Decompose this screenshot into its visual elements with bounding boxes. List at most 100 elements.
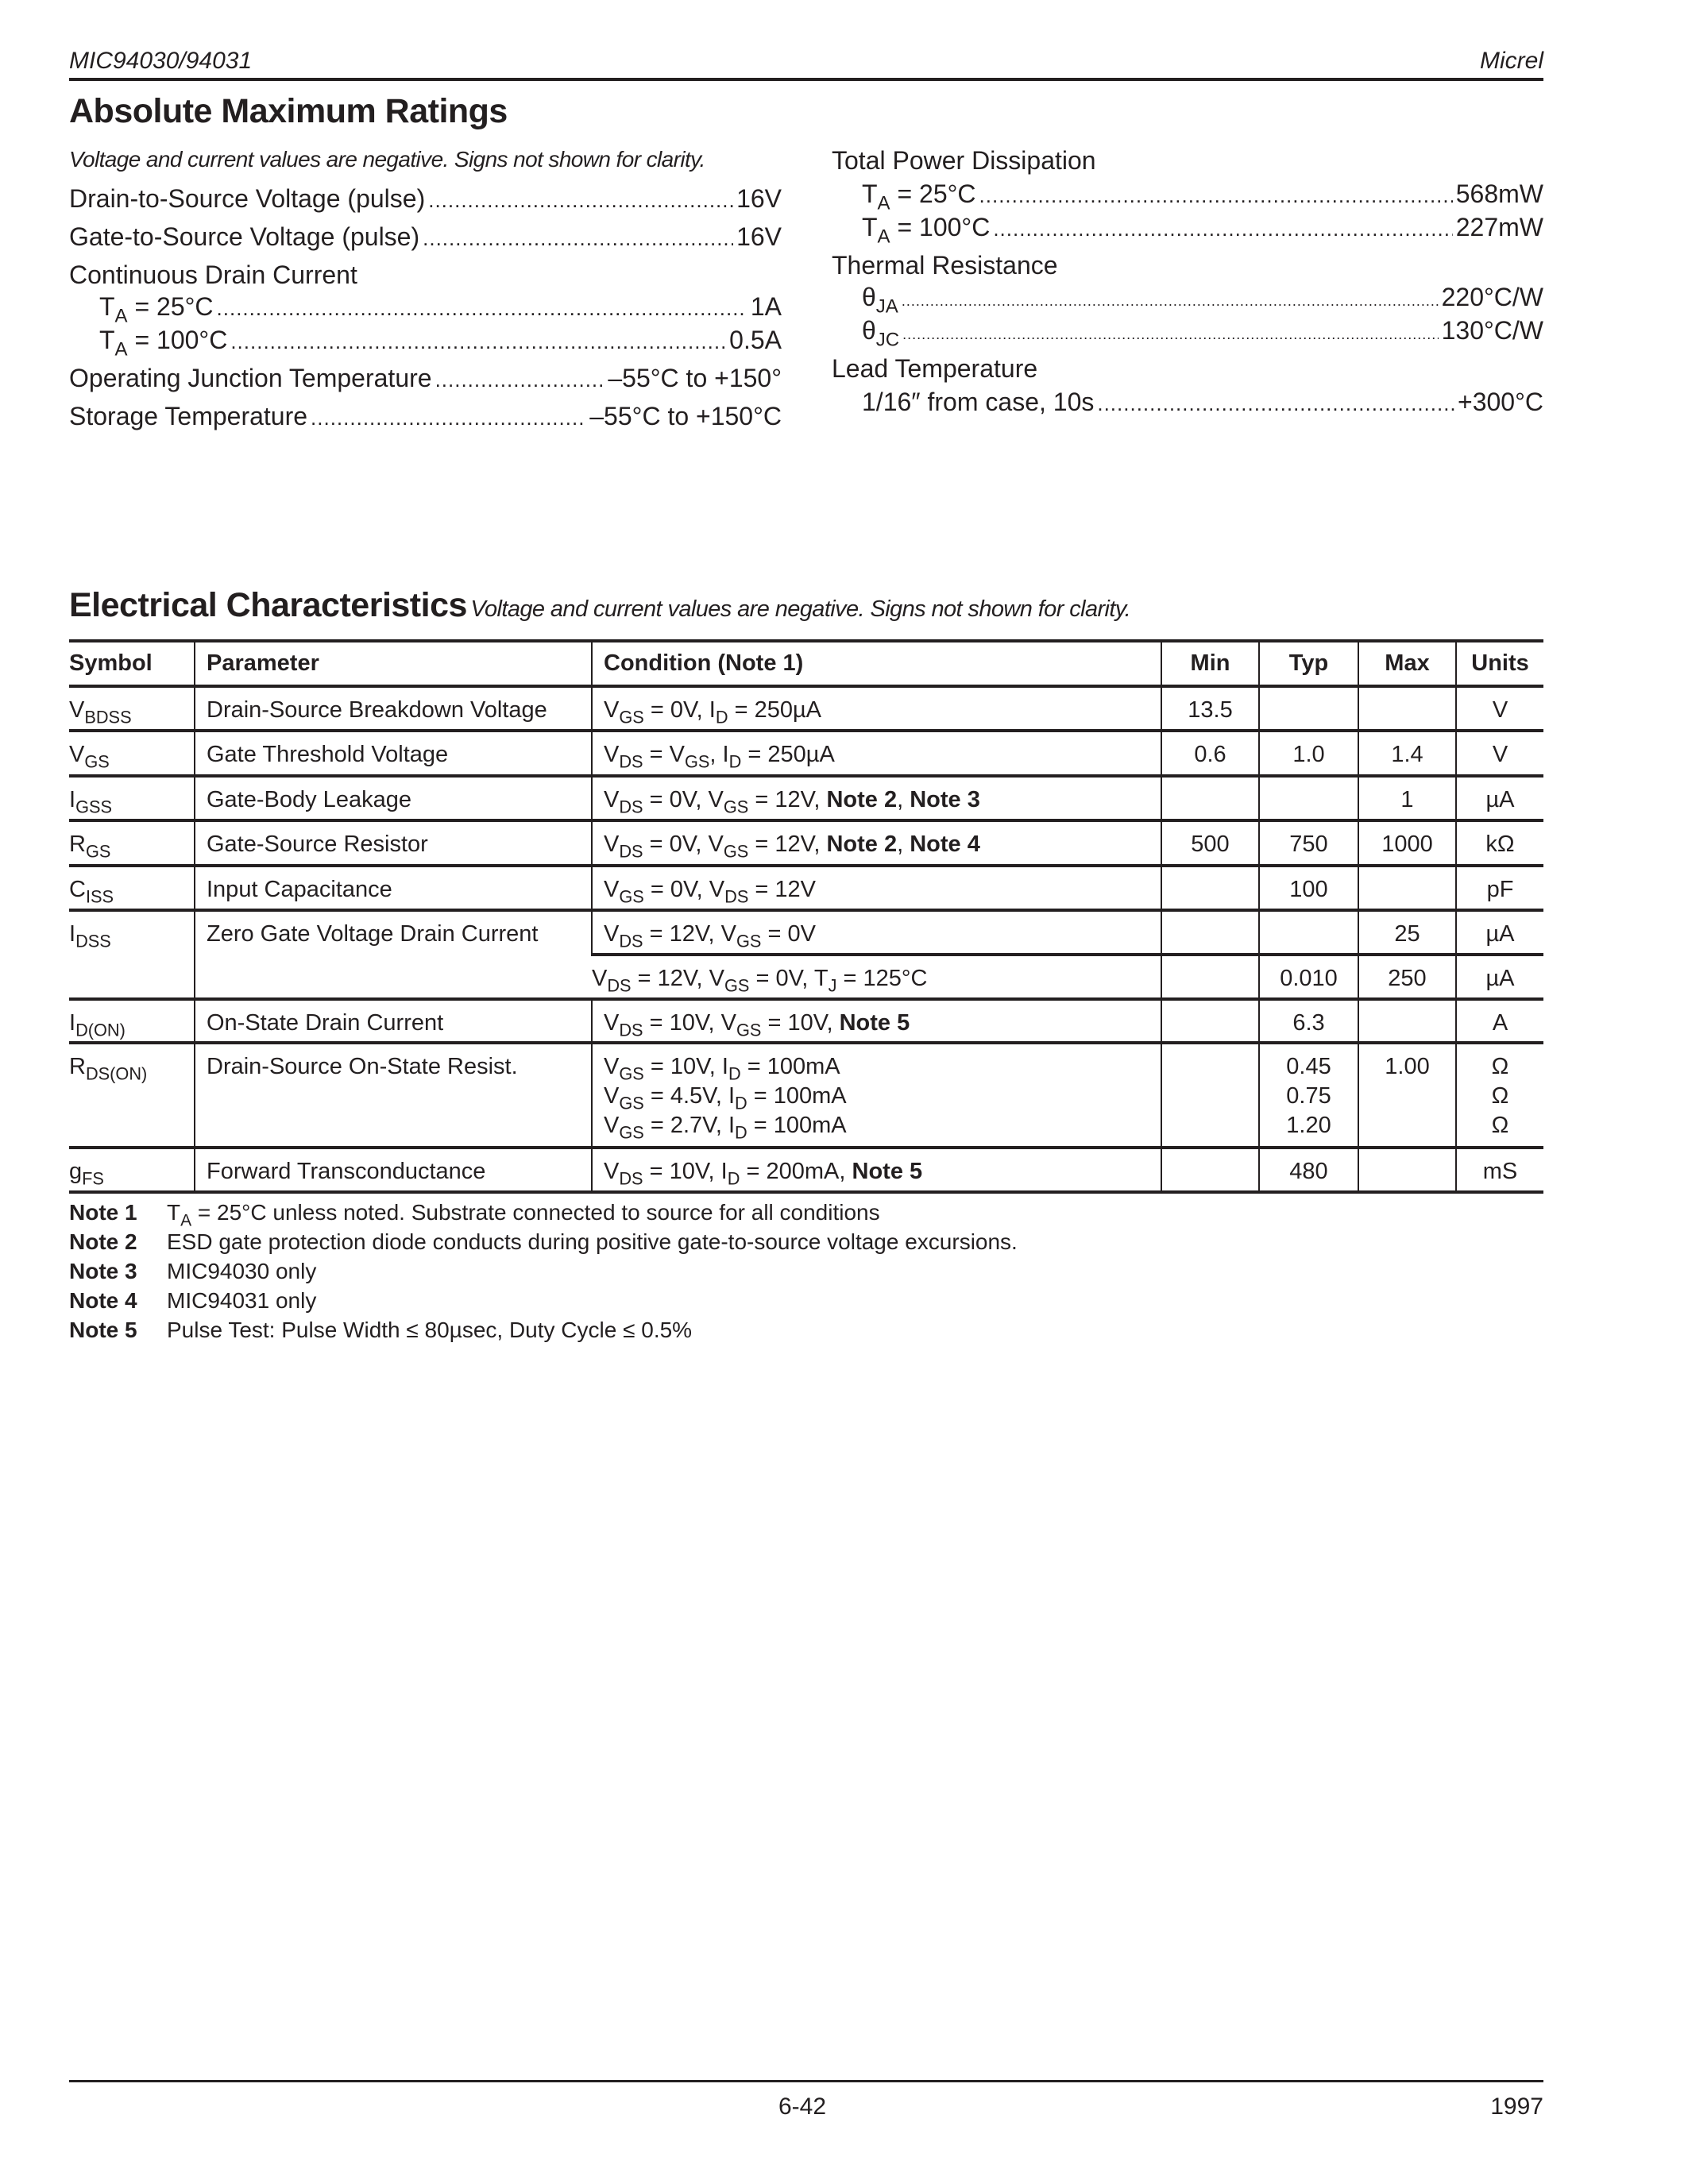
note-label: Note 4: [69, 1288, 137, 1313]
note-item: Note 4 MIC94031 only: [69, 1286, 1018, 1315]
rating-line: Drain-to-Source Voltage (pulse) 16V: [69, 184, 782, 216]
header-part-number: MIC94030/94031: [69, 48, 253, 74]
typ-cell: [1258, 685, 1358, 732]
subscript: DS: [619, 841, 643, 862]
text: V: [592, 966, 608, 991]
symbol: R: [69, 832, 86, 857]
condition-line: VGS = 4.5V, ID = 100mA: [604, 1082, 1149, 1112]
text: Pulse Test: Pulse Width ≤ 80µsec, Duty C…: [167, 1318, 693, 1342]
rating-line: Thermal Resistance: [832, 251, 1058, 283]
rating-label-text: θ: [862, 283, 876, 311]
symbol-subscript: GSS: [75, 797, 112, 817]
subscript: DS: [619, 1020, 643, 1040]
note-item: Note 1 TA = 25°C unless noted. Substrate …: [69, 1198, 1018, 1229]
min-cell: [1161, 774, 1259, 822]
subscript: GS: [684, 751, 710, 772]
dot-leader: [435, 368, 605, 392]
subscript: D: [735, 1122, 747, 1143]
text: T: [167, 1200, 181, 1225]
text: = 0V: [761, 921, 816, 947]
symbol-cell: CISS: [69, 864, 195, 912]
typ-cell: 100: [1258, 864, 1358, 912]
note-ref: Note 2: [826, 787, 898, 812]
typ-cell: 0.010: [1258, 953, 1358, 1001]
header-brand: Micrel: [1480, 48, 1543, 74]
min-cell: [1161, 864, 1259, 912]
symbol-cell: RDS(ON): [69, 1041, 195, 1149]
rating-value: 1A: [750, 292, 782, 321]
rating-line: θJA 220°C/W: [862, 283, 1543, 316]
units-cell: µA: [1455, 953, 1543, 1001]
rating-label-text: Lead Temperature: [832, 354, 1038, 383]
subscript: A: [877, 226, 890, 248]
text: = 12V: [748, 877, 816, 902]
subscript: DS: [619, 797, 643, 817]
units-cell: A: [1455, 997, 1543, 1044]
parameter-cell: On-State Drain Current: [194, 997, 592, 1044]
text: = 0V, T: [749, 966, 829, 991]
units-cell: kΩ: [1455, 819, 1543, 867]
parameter-cell: Gate-Body Leakage: [194, 774, 592, 822]
symbol-subscript: ISS: [85, 886, 114, 907]
parameter-cell: Gate Threshold Voltage: [194, 729, 592, 778]
min-cell: 0.6: [1161, 729, 1259, 778]
text: = 12V,: [748, 832, 827, 857]
rating-line: Storage Temperature –55°C to +150°C: [69, 402, 782, 434]
typ-value: 0.75: [1286, 1083, 1331, 1109]
rating-line: TA = 100°C 0.5A: [99, 326, 782, 359]
max-cell: [1358, 997, 1456, 1044]
text: V: [604, 1113, 620, 1138]
rating-label: TA = 25°C: [862, 179, 976, 213]
subscript: GS: [736, 1020, 762, 1040]
text: = 0V, V: [643, 832, 724, 857]
parameter-cell: Drain-Source On-State Resist.: [194, 1041, 592, 1149]
rating-label-text: θ: [862, 316, 876, 345]
text: ,: [897, 832, 910, 857]
symbol: C: [69, 877, 86, 902]
condition-cell: VDS = 12V, VGS = 0V: [591, 909, 1161, 956]
min-cell: [1161, 997, 1259, 1044]
rating-line: Operating Junction Temperature –55°C to …: [69, 364, 782, 396]
subscript: D: [727, 1168, 740, 1189]
col-parameter: Parameter: [194, 639, 592, 688]
note-text: ESD gate protection diode conducts durin…: [167, 1227, 1018, 1256]
text: V: [604, 877, 620, 902]
text: = 250µA: [728, 697, 822, 723]
rating-line: Gate-to-Source Voltage (pulse) 16V: [69, 222, 782, 254]
symbol: R: [69, 1054, 86, 1079]
text: V: [604, 742, 620, 767]
rating-label-rest: = 25°C: [127, 292, 214, 321]
condition-cell: VDS = VGS, ID = 250µA: [591, 729, 1161, 778]
symbol: I: [69, 787, 76, 812]
table-header-row: Symbol Parameter Condition (Note 1) Min …: [69, 639, 1543, 688]
rating-value: –55°C to +150°C: [589, 402, 782, 430]
rating-label-rest: = 25°C: [890, 179, 976, 208]
subscript: D: [728, 751, 742, 772]
subscript: GS: [619, 707, 644, 727]
ec-heading: Electrical Characteristics Voltage and c…: [69, 586, 1131, 625]
text: = 0V, V: [643, 877, 725, 902]
symbol-subscript: D(ON): [75, 1020, 126, 1040]
condition-cell: VDS = 10V, ID = 200mA, Note 5: [591, 1146, 1161, 1194]
subscript: GS: [619, 886, 644, 907]
symbol: I: [69, 1010, 76, 1036]
subscript: GS: [724, 975, 750, 996]
max-cell: 250: [1358, 953, 1456, 1001]
symbol-cell: RGS: [69, 819, 195, 867]
electrical-characteristics-table: Symbol Parameter Condition (Note 1) Min …: [69, 639, 1543, 1194]
note-text: MIC94031 only: [167, 1286, 316, 1315]
text: = 12V,: [748, 787, 827, 812]
condition-line: VGS = 2.7V, ID = 100mA: [604, 1111, 1149, 1143]
rating-line: θJC 130°C/W: [862, 316, 1543, 349]
rating-label-text: Continuous Drain Current: [69, 260, 357, 289]
rating-line: TA = 25°C 568mW: [862, 179, 1543, 213]
units-value: Ω: [1491, 1054, 1509, 1079]
note-text: TA = 25°C unless noted. Substrate connec…: [167, 1198, 880, 1229]
dot-leader: [217, 296, 747, 321]
parameter-cell: Drain-Source Breakdown Voltage: [194, 685, 592, 732]
table-row: CISS Input Capacitance VGS = 0V, VDS = 12V…: [69, 864, 1543, 912]
symbol-subscript: FS: [82, 1168, 104, 1189]
note-item: Note 3 MIC94030 only: [69, 1256, 1018, 1286]
table-row: VGS Gate Threshold Voltage VDS = VGS, ID =…: [69, 729, 1543, 778]
dot-leader: [423, 226, 733, 251]
